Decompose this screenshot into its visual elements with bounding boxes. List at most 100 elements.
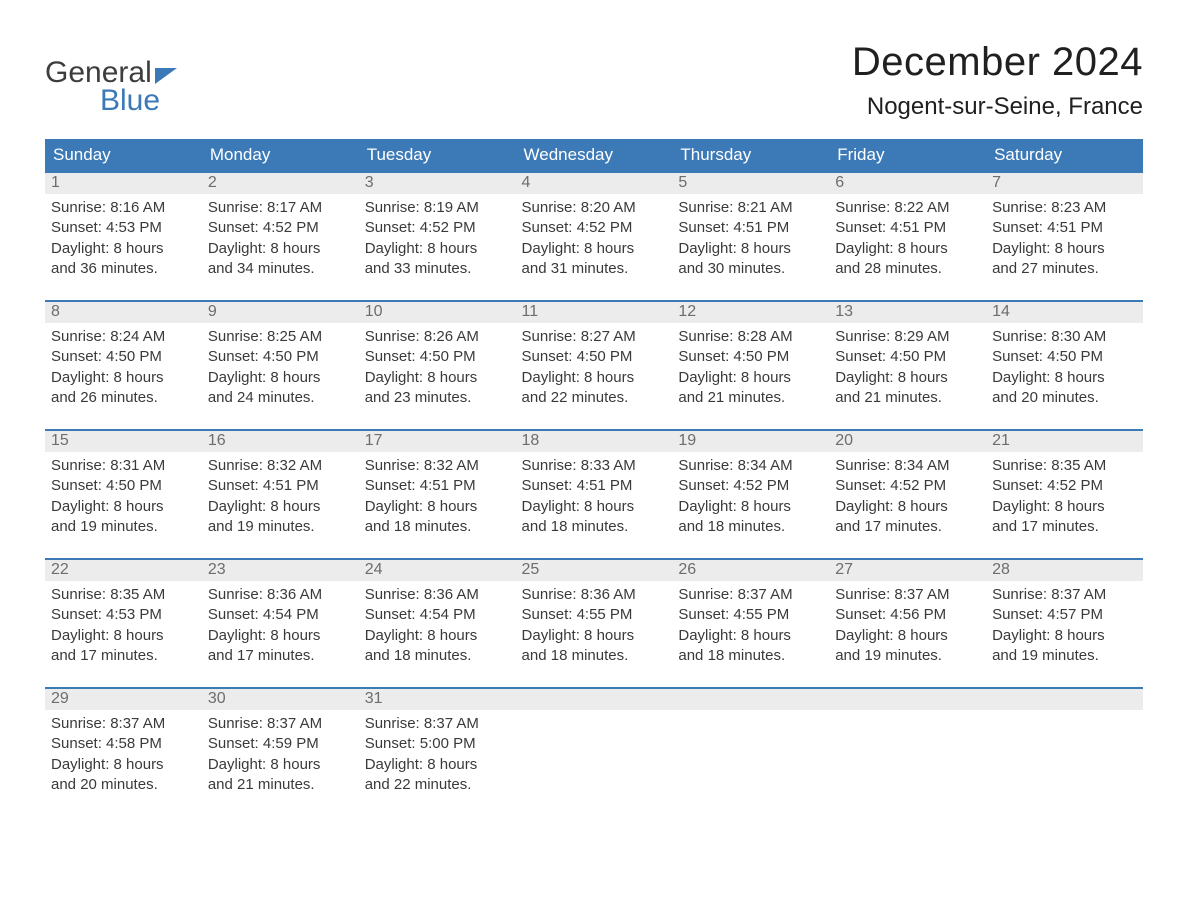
col-header: Wednesday bbox=[516, 139, 673, 172]
daylight-line-2: and 19 minutes. bbox=[992, 646, 1137, 666]
title-block: December 2024 Nogent-sur-Seine, France bbox=[852, 40, 1143, 121]
sunset-line: Sunset: 4:51 PM bbox=[835, 218, 980, 238]
daylight-line-2: and 34 minutes. bbox=[208, 259, 353, 279]
sunrise-line: Sunrise: 8:36 AM bbox=[365, 585, 510, 605]
sunset-line: Sunset: 4:56 PM bbox=[835, 605, 980, 625]
sunrise-line: Sunrise: 8:36 AM bbox=[208, 585, 353, 605]
day-body: Sunrise: 8:27 AMSunset: 4:50 PMDaylight:… bbox=[516, 323, 673, 412]
day-number: 16 bbox=[202, 431, 359, 452]
sunset-line: Sunset: 4:55 PM bbox=[678, 605, 823, 625]
sunrise-line: Sunrise: 8:29 AM bbox=[835, 327, 980, 347]
day-body: Sunrise: 8:25 AMSunset: 4:50 PMDaylight:… bbox=[202, 323, 359, 412]
daylight-line-2: and 19 minutes. bbox=[208, 517, 353, 537]
sunset-line: Sunset: 4:50 PM bbox=[992, 347, 1137, 367]
day-body: Sunrise: 8:29 AMSunset: 4:50 PMDaylight:… bbox=[829, 323, 986, 412]
daylight-line-2: and 20 minutes. bbox=[992, 388, 1137, 408]
sunrise-line: Sunrise: 8:34 AM bbox=[678, 456, 823, 476]
sunset-line: Sunset: 4:50 PM bbox=[365, 347, 510, 367]
day-number: 11 bbox=[516, 302, 673, 323]
daylight-line-2: and 18 minutes. bbox=[522, 646, 667, 666]
daylight-line-1: Daylight: 8 hours bbox=[365, 497, 510, 517]
daylight-line-2: and 33 minutes. bbox=[365, 259, 510, 279]
daylight-line-1: Daylight: 8 hours bbox=[51, 626, 196, 646]
sunrise-line: Sunrise: 8:24 AM bbox=[51, 327, 196, 347]
daylight-line-2: and 18 minutes. bbox=[365, 646, 510, 666]
day-body: Sunrise: 8:36 AMSunset: 4:54 PMDaylight:… bbox=[202, 581, 359, 670]
header-block: General Blue December 2024 Nogent-sur-Se… bbox=[45, 40, 1143, 121]
sunrise-line: Sunrise: 8:37 AM bbox=[835, 585, 980, 605]
sunset-line: Sunset: 4:58 PM bbox=[51, 734, 196, 754]
day-cell: 1Sunrise: 8:16 AMSunset: 4:53 PMDaylight… bbox=[45, 172, 202, 283]
weekday-header-row: Sunday Monday Tuesday Wednesday Thursday… bbox=[45, 139, 1143, 172]
daylight-line-2: and 21 minutes. bbox=[835, 388, 980, 408]
sunset-line: Sunset: 4:50 PM bbox=[835, 347, 980, 367]
sunset-line: Sunset: 4:59 PM bbox=[208, 734, 353, 754]
day-body-empty bbox=[516, 710, 673, 790]
daylight-line-2: and 18 minutes. bbox=[678, 646, 823, 666]
daylight-line-1: Daylight: 8 hours bbox=[678, 239, 823, 259]
day-body-empty bbox=[829, 710, 986, 790]
sunset-line: Sunset: 4:50 PM bbox=[51, 347, 196, 367]
day-body: Sunrise: 8:17 AMSunset: 4:52 PMDaylight:… bbox=[202, 194, 359, 283]
day-body: Sunrise: 8:28 AMSunset: 4:50 PMDaylight:… bbox=[672, 323, 829, 412]
day-body-empty bbox=[672, 710, 829, 790]
day-cell bbox=[986, 688, 1143, 799]
week-separator bbox=[45, 412, 1143, 430]
day-body: Sunrise: 8:30 AMSunset: 4:50 PMDaylight:… bbox=[986, 323, 1143, 412]
sunset-line: Sunset: 4:50 PM bbox=[522, 347, 667, 367]
daylight-line-1: Daylight: 8 hours bbox=[208, 239, 353, 259]
daylight-line-2: and 23 minutes. bbox=[365, 388, 510, 408]
daylight-line-1: Daylight: 8 hours bbox=[678, 497, 823, 517]
logo-triangle-icon bbox=[155, 68, 177, 84]
daylight-line-1: Daylight: 8 hours bbox=[208, 497, 353, 517]
col-header: Tuesday bbox=[359, 139, 516, 172]
sunset-line: Sunset: 4:51 PM bbox=[678, 218, 823, 238]
daylight-line-2: and 26 minutes. bbox=[51, 388, 196, 408]
day-number: 23 bbox=[202, 560, 359, 581]
daylight-line-2: and 24 minutes. bbox=[208, 388, 353, 408]
sunrise-line: Sunrise: 8:32 AM bbox=[208, 456, 353, 476]
day-number: 5 bbox=[672, 173, 829, 194]
logo: General Blue bbox=[45, 40, 177, 116]
daylight-line-1: Daylight: 8 hours bbox=[835, 239, 980, 259]
sunset-line: Sunset: 4:52 PM bbox=[208, 218, 353, 238]
daylight-line-2: and 28 minutes. bbox=[835, 259, 980, 279]
day-cell: 4Sunrise: 8:20 AMSunset: 4:52 PMDaylight… bbox=[516, 172, 673, 283]
sunrise-line: Sunrise: 8:17 AM bbox=[208, 198, 353, 218]
daylight-line-1: Daylight: 8 hours bbox=[522, 239, 667, 259]
daylight-line-1: Daylight: 8 hours bbox=[208, 755, 353, 775]
sunset-line: Sunset: 4:50 PM bbox=[208, 347, 353, 367]
col-header: Monday bbox=[202, 139, 359, 172]
daylight-line-1: Daylight: 8 hours bbox=[678, 626, 823, 646]
daylight-line-1: Daylight: 8 hours bbox=[365, 626, 510, 646]
day-cell: 16Sunrise: 8:32 AMSunset: 4:51 PMDayligh… bbox=[202, 430, 359, 541]
sunset-line: Sunset: 4:53 PM bbox=[51, 605, 196, 625]
sunrise-line: Sunrise: 8:35 AM bbox=[51, 585, 196, 605]
sunrise-line: Sunrise: 8:37 AM bbox=[992, 585, 1137, 605]
day-body: Sunrise: 8:34 AMSunset: 4:52 PMDaylight:… bbox=[672, 452, 829, 541]
day-body: Sunrise: 8:35 AMSunset: 4:52 PMDaylight:… bbox=[986, 452, 1143, 541]
day-cell: 23Sunrise: 8:36 AMSunset: 4:54 PMDayligh… bbox=[202, 559, 359, 670]
sunset-line: Sunset: 4:51 PM bbox=[522, 476, 667, 496]
sunset-line: Sunset: 4:52 PM bbox=[835, 476, 980, 496]
day-cell: 11Sunrise: 8:27 AMSunset: 4:50 PMDayligh… bbox=[516, 301, 673, 412]
day-cell: 7Sunrise: 8:23 AMSunset: 4:51 PMDaylight… bbox=[986, 172, 1143, 283]
day-body: Sunrise: 8:35 AMSunset: 4:53 PMDaylight:… bbox=[45, 581, 202, 670]
day-number: 17 bbox=[359, 431, 516, 452]
day-cell: 17Sunrise: 8:32 AMSunset: 4:51 PMDayligh… bbox=[359, 430, 516, 541]
sunrise-line: Sunrise: 8:33 AM bbox=[522, 456, 667, 476]
day-number: 7 bbox=[986, 173, 1143, 194]
sunset-line: Sunset: 4:52 PM bbox=[522, 218, 667, 238]
day-cell: 9Sunrise: 8:25 AMSunset: 4:50 PMDaylight… bbox=[202, 301, 359, 412]
daylight-line-1: Daylight: 8 hours bbox=[208, 368, 353, 388]
sunrise-line: Sunrise: 8:37 AM bbox=[678, 585, 823, 605]
day-cell: 26Sunrise: 8:37 AMSunset: 4:55 PMDayligh… bbox=[672, 559, 829, 670]
day-number: 21 bbox=[986, 431, 1143, 452]
sunrise-line: Sunrise: 8:19 AM bbox=[365, 198, 510, 218]
sunrise-line: Sunrise: 8:25 AM bbox=[208, 327, 353, 347]
day-number-empty bbox=[986, 689, 1143, 710]
day-body: Sunrise: 8:31 AMSunset: 4:50 PMDaylight:… bbox=[45, 452, 202, 541]
day-cell bbox=[516, 688, 673, 799]
daylight-line-2: and 19 minutes. bbox=[51, 517, 196, 537]
day-body: Sunrise: 8:33 AMSunset: 4:51 PMDaylight:… bbox=[516, 452, 673, 541]
